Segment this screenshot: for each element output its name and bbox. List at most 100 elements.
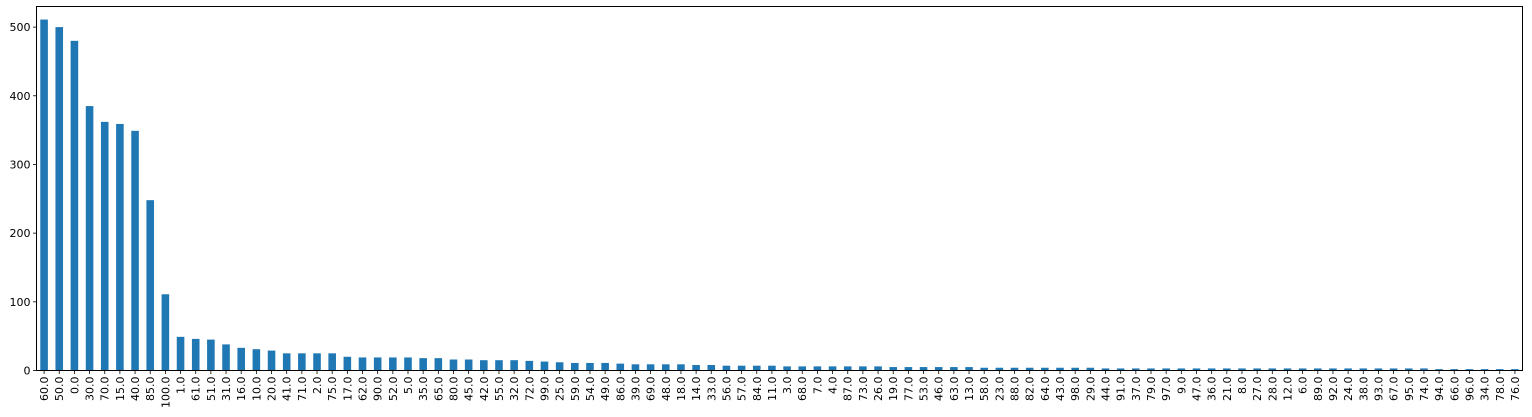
bar-19.0 [889, 367, 898, 371]
x-tick-label: 66.0 [1448, 377, 1461, 402]
bar-80.0 [449, 359, 458, 371]
x-tick-label: 78.0 [1494, 377, 1507, 402]
x-tick-label: 28.0 [1266, 377, 1279, 402]
x-tick-label: 12.0 [1281, 377, 1294, 402]
bar-31.0 [222, 344, 230, 371]
bar-51.0 [207, 339, 215, 371]
x-tick-label: 75.0 [326, 377, 339, 402]
x-tick-label: 17.0 [341, 377, 354, 402]
bar-33.0 [707, 365, 716, 371]
x-tick-label: 94.0 [1433, 377, 1446, 402]
x-tick-label: 55.0 [493, 377, 506, 402]
x-tick-label: 15.0 [114, 377, 127, 402]
bar-9.0 [1177, 368, 1186, 371]
bar-18.0 [677, 364, 685, 371]
bar-43.0 [1056, 367, 1064, 371]
x-tick-label: 49.0 [599, 377, 612, 402]
bar-61.0 [191, 338, 200, 371]
bar-70.0 [100, 121, 109, 371]
x-tick-label: 23.0 [993, 377, 1006, 402]
x-tick-label: 10.0 [250, 377, 263, 402]
x-tick-label: 31.0 [220, 377, 233, 402]
bar-15.0 [116, 123, 124, 371]
bar-72.0 [525, 360, 534, 371]
bar-42.0 [480, 360, 488, 371]
bars-group [40, 19, 1519, 371]
bar-54.0 [586, 362, 594, 371]
x-tick-label: 3.0 [781, 377, 794, 395]
x-tick-label: 95.0 [1403, 377, 1416, 402]
x-tick-label: 2.0 [311, 377, 324, 395]
bar-44.0 [1101, 368, 1110, 371]
x-tick-label: 65.0 [432, 377, 445, 402]
x-tick-label: 30.0 [84, 377, 97, 402]
bar-7.0 [813, 366, 822, 371]
bar-79.0 [1147, 368, 1155, 371]
x-tick-label: 16.0 [235, 377, 248, 402]
bar-94.0 [1435, 369, 1443, 371]
bar-76.0 [1511, 369, 1519, 371]
bar-27.0 [1253, 368, 1261, 371]
bar-53.0 [919, 367, 928, 371]
y-tick-label: 500 [10, 21, 31, 34]
x-tick-label: 20.0 [266, 377, 279, 402]
x-tick-label: 58.0 [978, 377, 991, 402]
bar-88.0 [1010, 367, 1019, 371]
x-tick-label: 77.0 [902, 377, 915, 402]
y-tick-label: 0 [24, 365, 31, 378]
bar-3.0 [783, 366, 791, 371]
y-tick-label: 400 [10, 90, 31, 103]
bar-38.0 [1359, 368, 1368, 371]
x-tick-label: 41.0 [281, 377, 294, 402]
bar-65.0 [434, 358, 443, 371]
plot-frame [36, 6, 1523, 371]
bar-84.0 [752, 365, 761, 371]
bar-11.0 [768, 365, 776, 371]
x-tick-label: 24.0 [1342, 377, 1355, 402]
x-tick-label: 57.0 [736, 377, 749, 402]
y-tick-label: 100 [10, 296, 31, 309]
bar-63.0 [950, 367, 958, 371]
bar-16.0 [237, 347, 245, 371]
bar-10.0 [252, 349, 261, 371]
bar-82.0 [1025, 367, 1034, 371]
bar-87.0 [843, 366, 852, 371]
x-tick-label: 96.0 [1463, 377, 1476, 402]
bar-36.0 [1207, 368, 1216, 371]
x-tick-label: 29.0 [1084, 377, 1097, 402]
bar-85.0 [146, 200, 155, 371]
x-tick-label: 27.0 [1251, 377, 1264, 402]
bar-59.0 [571, 362, 579, 371]
x-tick-label: 53.0 [918, 377, 931, 402]
x-tick-label: 76.0 [1509, 377, 1522, 402]
x-tick-label: 1.0 [175, 377, 188, 395]
bar-78.0 [1495, 369, 1504, 371]
x-tick-label: 71.0 [296, 377, 309, 402]
x-tick-label: 54.0 [584, 377, 597, 402]
bar-2.0 [313, 353, 321, 371]
bar-21.0 [1223, 368, 1231, 371]
x-tick-label: 88.0 [1009, 377, 1022, 402]
bar-52.0 [389, 357, 397, 371]
bar-60.0 [40, 19, 48, 371]
bar-89.0 [1314, 368, 1322, 371]
x-tick-label: 44.0 [1100, 377, 1113, 402]
bar-69.0 [646, 364, 655, 371]
bar-12.0 [1283, 368, 1292, 371]
x-tick-label: 91.0 [1115, 377, 1128, 402]
bar-37.0 [1132, 368, 1140, 371]
x-tick-label: 8.0 [1236, 377, 1249, 395]
bar-13.0 [965, 367, 973, 371]
x-tick-label: 11.0 [766, 377, 779, 402]
bar-96.0 [1465, 369, 1474, 371]
bar-98.0 [1071, 367, 1079, 371]
x-tick-label: 72.0 [523, 377, 536, 402]
x-tick-label: 26.0 [872, 377, 885, 402]
bar-49.0 [601, 362, 609, 371]
x-tick-label: 40.0 [129, 377, 142, 402]
x-tick-label: 19.0 [887, 377, 900, 402]
x-tick-label: 97.0 [1160, 377, 1173, 402]
x-tick-label: 38.0 [1357, 377, 1370, 402]
x-tick-label: 25.0 [554, 377, 567, 402]
